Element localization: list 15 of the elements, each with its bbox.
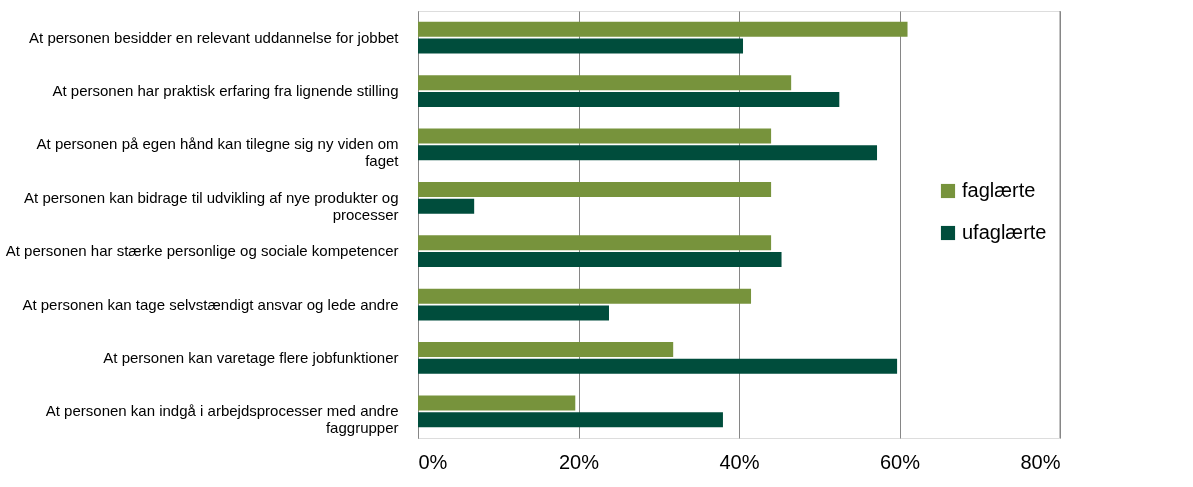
y-tick-label: At personen kan indgå i arbejdsprocesser med andre faggrupper <box>45 402 399 437</box>
x-tick-label: 20% <box>558 450 600 473</box>
y-tick-label: At personen på egen hånd kan tilegne sig ny viden om faget <box>36 135 400 170</box>
y-tick-label: At personen besidder en relevant uddannelse for jobbet <box>29 28 400 46</box>
y-tick-label: At personen kan tage selvstændigt ansvar og lede andre <box>22 295 399 313</box>
y-tick-label: At personen kan bidrage til udvikling af nye produkter og processer <box>24 188 399 223</box>
legend-label: ufaglærte <box>962 221 1047 243</box>
x-tick-label: 40% <box>719 450 760 473</box>
legend-label: faglærte <box>962 179 1036 201</box>
y-tick-label: At personen kan varetage flere jobfunktioner <box>103 348 399 366</box>
x-tick-label: 0% <box>418 450 448 473</box>
y-tick-label: At personen har praktisk erfaring fra lignende stilling <box>52 82 399 100</box>
x-tick-label: 80% <box>1020 450 1061 473</box>
y-tick-label: At personen har stærke personlige og sociale kompetencer <box>5 242 399 260</box>
x-tick-label: 60% <box>879 450 921 473</box>
